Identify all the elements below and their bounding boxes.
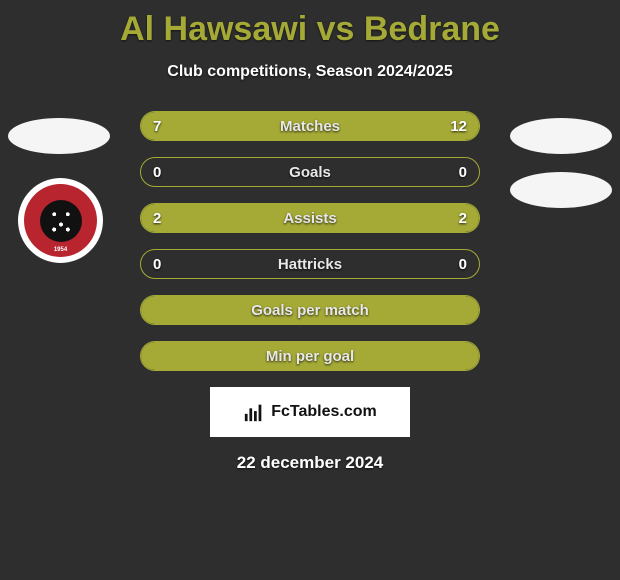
stat-row: 00Hattricks	[140, 249, 480, 279]
stat-label: Goals	[141, 158, 479, 186]
page-title: Al Hawsawi vs Bedrane	[0, 0, 620, 49]
stat-label: Min per goal	[141, 342, 479, 370]
stat-row: 712Matches	[140, 111, 480, 141]
subtitle: Club competitions, Season 2024/2025	[0, 63, 620, 81]
stat-row: 00Goals	[140, 157, 480, 187]
stat-row: Goals per match	[140, 295, 480, 325]
stat-row: 22Assists	[140, 203, 480, 233]
stat-bars-container: 712Matches 00Goals 22Assists 00Hattricks Goa…	[140, 111, 480, 371]
bar-chart-icon	[243, 401, 265, 423]
attribution-box: FcTables.com	[210, 387, 410, 437]
stat-row: Min per goal	[140, 341, 480, 371]
attribution-text: FcTables.com	[271, 403, 377, 421]
stats-section: 712Matches 00Goals 22Assists 00Hattricks Goa…	[0, 111, 620, 473]
stat-label: Hattricks	[141, 250, 479, 278]
stat-label: Goals per match	[141, 296, 479, 324]
stat-label: Matches	[141, 112, 479, 140]
date-text: 22 december 2024	[0, 453, 620, 473]
stat-label: Assists	[141, 204, 479, 232]
